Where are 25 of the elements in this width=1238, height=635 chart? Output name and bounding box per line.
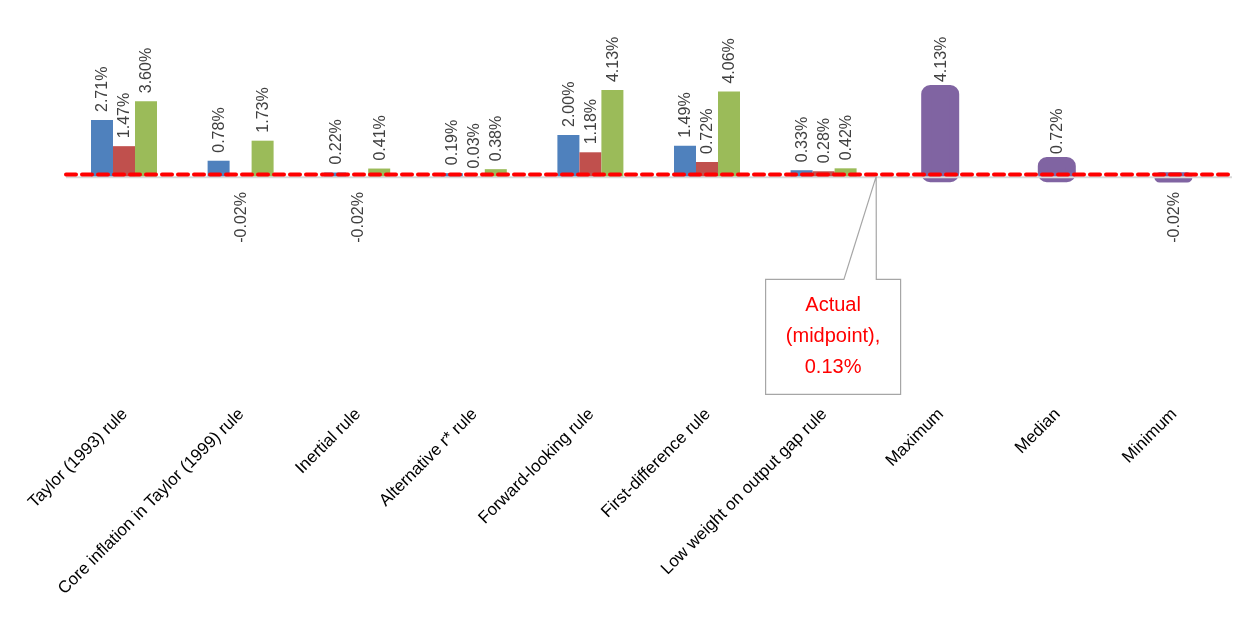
data-label: 4.06%: [720, 38, 738, 84]
data-label: 0.72%: [698, 108, 716, 154]
data-label: 2.71%: [93, 66, 111, 113]
data-label: 4.13%: [603, 36, 621, 83]
data-label: 1.47%: [115, 92, 133, 139]
data-label: -0.02%: [348, 192, 366, 243]
data-label: 0.78%: [210, 107, 228, 153]
data-label: 1.49%: [676, 92, 694, 138]
data-label: 0.41%: [370, 115, 388, 161]
data-label: 0.38%: [487, 115, 505, 162]
data-label: 0.33%: [793, 116, 811, 163]
data-label: 0.72%: [1048, 108, 1066, 154]
data-label: 0.28%: [815, 117, 833, 164]
data-label: 1.73%: [254, 87, 272, 133]
ref-line-label: Actual (midpoint), 0.13%: [785, 293, 881, 378]
data-label: 3.60%: [137, 47, 155, 94]
data-label: 0.42%: [837, 114, 855, 161]
data-label: 0.22%: [326, 119, 344, 165]
data-label: 2.00%: [559, 81, 577, 127]
data-label: 0.19%: [443, 119, 461, 166]
data-label: 4.13%: [931, 36, 949, 83]
data-label: 1.18%: [581, 98, 599, 145]
data-label: -0.02%: [232, 192, 250, 243]
data-label: -0.02%: [1164, 192, 1182, 243]
data-label: 0.03%: [465, 123, 483, 169]
